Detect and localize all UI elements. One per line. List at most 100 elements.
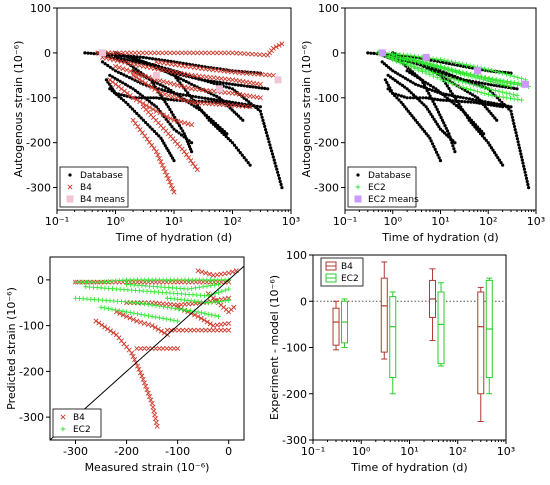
database-point — [469, 100, 473, 104]
database-point — [425, 89, 429, 93]
database-point — [422, 83, 426, 87]
database-point — [206, 79, 210, 83]
b4-point — [112, 50, 119, 56]
database-point — [262, 121, 266, 126]
ec2-point — [199, 310, 204, 316]
b4-point — [226, 50, 232, 56]
database-point — [458, 77, 462, 81]
b4-point — [145, 390, 151, 396]
database-point — [438, 159, 443, 163]
database-point — [237, 114, 241, 118]
ec2-point — [511, 96, 517, 102]
database-point — [277, 176, 281, 180]
database-point — [263, 86, 267, 90]
y-tick-label: -300 — [314, 182, 339, 195]
database-point — [145, 98, 149, 102]
legend-marker — [66, 195, 74, 203]
database-point — [492, 103, 496, 107]
ec2-point — [216, 314, 221, 319]
b4-point — [257, 95, 263, 101]
database-point — [212, 98, 216, 102]
b4-point — [167, 179, 173, 185]
database-point — [449, 138, 453, 142]
b4-point — [143, 102, 149, 108]
database-point — [190, 141, 194, 145]
database-point — [258, 109, 262, 113]
database-point — [206, 97, 210, 101]
legend-marker — [67, 184, 73, 190]
database-point — [190, 150, 194, 154]
b4-point — [183, 50, 189, 56]
database-point — [467, 97, 472, 101]
database-point — [396, 80, 400, 84]
database-point — [430, 97, 434, 101]
b4-point — [137, 63, 143, 69]
b4-point — [222, 50, 228, 56]
database-point — [200, 78, 204, 82]
y-axis-label: Autogenous strain (10⁻⁶) — [12, 41, 25, 178]
database-point — [182, 132, 186, 136]
database-point — [140, 94, 144, 98]
database-point — [195, 106, 199, 110]
database-point — [160, 58, 164, 62]
database-point — [432, 102, 436, 106]
database-point — [266, 137, 270, 141]
b4-point — [133, 97, 139, 103]
database-point — [408, 70, 412, 75]
database-point — [138, 55, 142, 59]
database-point — [119, 93, 123, 97]
legend-label: EC2 — [368, 183, 386, 193]
database-point — [455, 100, 459, 104]
database-point — [164, 85, 168, 89]
b4-point — [151, 50, 158, 56]
ec2-point — [448, 76, 454, 81]
ec2-point — [482, 91, 488, 96]
database-point — [426, 82, 430, 86]
database-point — [144, 120, 148, 125]
y-tick-label: -100 — [19, 320, 44, 333]
database-point — [121, 81, 125, 85]
database-point — [240, 153, 244, 157]
database-point — [471, 120, 476, 125]
ec2-point — [420, 69, 425, 74]
database-point — [220, 130, 224, 135]
b4-point — [186, 155, 192, 161]
b4-point — [161, 165, 167, 171]
database-point — [121, 98, 126, 102]
database-point — [453, 75, 457, 79]
database-point — [408, 96, 412, 100]
ec2-point — [135, 311, 140, 317]
database-point — [486, 141, 490, 145]
database-point — [421, 96, 425, 100]
b4-point — [152, 86, 158, 92]
database-point — [141, 60, 145, 64]
database-point — [197, 77, 201, 81]
ec2-point — [196, 284, 202, 290]
database-point — [438, 90, 442, 95]
database-point — [127, 76, 132, 80]
database-point — [405, 96, 409, 100]
b4-point — [273, 44, 279, 50]
b4-point — [152, 324, 158, 330]
database-point — [465, 90, 470, 94]
b4-point — [134, 345, 140, 352]
database-point — [232, 110, 236, 114]
b4-point — [175, 50, 181, 56]
database-point — [513, 128, 517, 132]
y-tick-label: 0 — [300, 295, 307, 308]
b4-box — [380, 261, 388, 360]
b4-point — [140, 376, 146, 382]
database-point — [227, 82, 231, 86]
ec2-point — [146, 313, 151, 319]
database-point — [260, 86, 264, 90]
ec2-point — [511, 81, 517, 87]
ec2-point — [430, 69, 436, 75]
database-point — [463, 111, 467, 116]
ec2-point — [216, 282, 221, 287]
database-point — [527, 186, 531, 190]
ec2-point — [427, 72, 433, 77]
b4-point — [195, 327, 201, 333]
database-point — [244, 98, 249, 102]
database-point — [274, 164, 278, 168]
database-point — [413, 82, 418, 86]
